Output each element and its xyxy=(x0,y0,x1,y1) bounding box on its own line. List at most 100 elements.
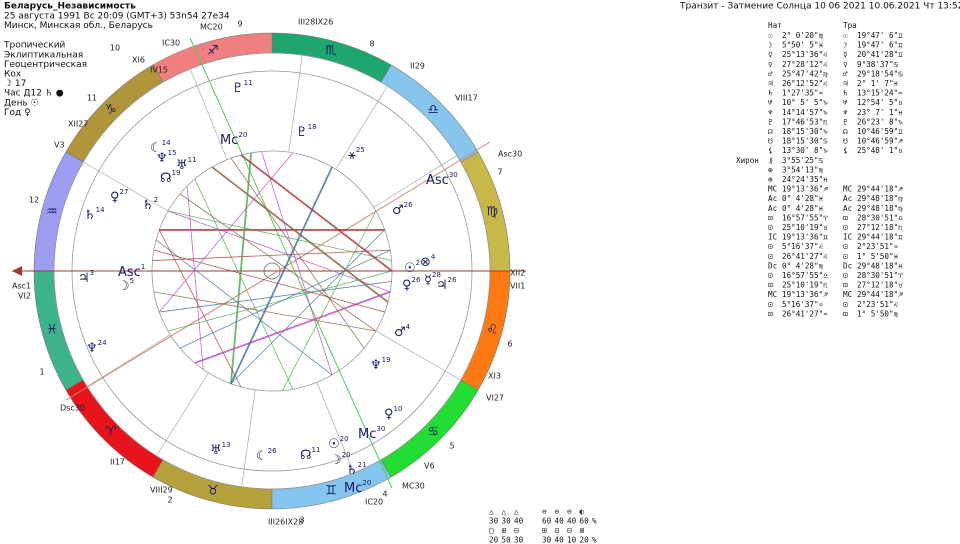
glyph: ⊗ xyxy=(768,165,773,174)
planet-degree: 26 xyxy=(268,447,277,455)
stat: ⊠ xyxy=(580,526,585,535)
planet-glyph: Mc xyxy=(220,133,238,148)
sign-glyph: ♑ xyxy=(105,102,117,117)
position: 3°55'25"♋ xyxy=(782,156,824,165)
planet-glyph: ♂ xyxy=(392,203,404,218)
planet-glyph: ♆ xyxy=(86,341,98,356)
planet: ☊19 xyxy=(160,169,180,186)
position: 2° 1' 7"♓ xyxy=(857,79,899,88)
house-number: 8 xyxy=(369,40,374,49)
cusp-label: XI3 xyxy=(488,372,501,381)
position: 28°30'51"♈ xyxy=(857,271,903,280)
aspect-line xyxy=(179,249,391,349)
cusp-label: MC30 xyxy=(402,482,425,491)
stat: 40 xyxy=(514,517,524,526)
position: 9°38'37"♋ xyxy=(857,60,899,69)
planet-degree: 1 xyxy=(141,263,145,271)
stat: 40 xyxy=(567,517,577,526)
stat: 60 xyxy=(542,517,552,526)
glyph: ♅ xyxy=(843,98,848,107)
position: 5°16'37"♌ xyxy=(782,242,824,251)
stat: ⊟ xyxy=(567,526,572,535)
position: 13°15'24"♒ xyxy=(857,89,903,98)
cusp-label: Asc30 xyxy=(498,150,522,159)
stat: □ xyxy=(489,526,494,535)
glyph: ♅ xyxy=(768,98,773,107)
glyph: ⊡ xyxy=(768,300,773,309)
planet-degree: 20 xyxy=(362,479,371,487)
planet-degree: 2 xyxy=(416,259,420,267)
cusp-line xyxy=(241,389,256,487)
aspect-line xyxy=(261,151,333,376)
planet-glyph: ♆ xyxy=(156,151,168,166)
stat: 60 xyxy=(580,517,590,526)
position: 19°47' 6"♊ xyxy=(857,31,903,40)
planet: ♅13 xyxy=(210,441,231,458)
sign-glyph: ♍ xyxy=(486,204,498,219)
planet: ♄21 xyxy=(346,461,367,478)
glyph: ♄ xyxy=(843,89,848,98)
cusp-line xyxy=(190,68,228,160)
cusp-label: VI27 xyxy=(486,394,504,403)
position: 23° 7' 1"♓ xyxy=(857,108,903,117)
stat: 50 xyxy=(502,536,512,544)
sign-glyph: ♈ xyxy=(105,425,117,440)
glyph: ☿ xyxy=(768,50,773,59)
position: 25°13'36"♌ xyxy=(782,50,828,59)
stat: ⊡ xyxy=(555,526,560,535)
house-number: 7 xyxy=(497,168,502,177)
header-line: 25 августа 1991 Вс 20:09 (GMT+3) 53n54 2… xyxy=(4,12,230,22)
cusp-label: V6 xyxy=(424,462,435,471)
planet-degree: 19 xyxy=(172,169,181,177)
glyph: MC xyxy=(768,185,777,194)
planet: Mc30 xyxy=(358,425,385,442)
position: 26°12'52"♌ xyxy=(782,79,828,88)
sign-glyph: ♊ xyxy=(325,484,337,499)
position: 25°10'19"♏ xyxy=(782,281,828,290)
planet-degree: 28 xyxy=(432,271,441,279)
cusp-label: Asc1 xyxy=(12,282,31,291)
aspect-line xyxy=(240,154,393,272)
house-number: 12 xyxy=(29,196,39,205)
planet-degree: 2 xyxy=(154,196,158,204)
planet-degree: 10 xyxy=(394,405,403,413)
cusp-label: MC20 xyxy=(200,23,223,32)
glyph: ☊ xyxy=(768,127,773,136)
asc2-axis xyxy=(65,141,491,401)
sign-glyph: ♓ xyxy=(46,323,58,338)
cusp-label: XII27 xyxy=(68,120,88,129)
glyph: Dc xyxy=(768,261,777,270)
planet-glyph: ☾ xyxy=(150,141,162,156)
position: 25°47'42"♍ xyxy=(782,69,828,78)
stat: 30 xyxy=(542,536,552,544)
house-number: 9 xyxy=(237,20,242,29)
stat: ⊖ xyxy=(567,507,572,516)
glyph: ☉ xyxy=(843,31,848,40)
stat: ⊞ xyxy=(502,526,507,535)
aspect-line xyxy=(158,229,242,388)
stat: ⊞ xyxy=(542,526,547,535)
planet: ☾26 xyxy=(256,447,277,464)
glyph: ☋ xyxy=(843,137,848,146)
header-line: ☽ 17 xyxy=(4,79,26,89)
glyph: ♃ xyxy=(768,79,773,88)
position: 26°23' 8"♑ xyxy=(857,117,903,126)
position: 5°16'37"♒ xyxy=(782,300,824,309)
planet-degree: 4 xyxy=(431,253,436,261)
planet: ☽20 xyxy=(330,451,351,468)
aspect-line xyxy=(158,152,294,313)
glyph: ♇ xyxy=(768,117,773,126)
planet: ♄14 xyxy=(84,206,105,223)
position: 13°30' 8"♑ xyxy=(782,146,828,155)
aspect-line xyxy=(167,210,391,293)
cusp-line xyxy=(375,330,461,381)
position: 0° 4'28"♓ xyxy=(782,194,824,203)
natal-head: Нат xyxy=(768,21,782,30)
planet: ☉2 xyxy=(404,259,420,276)
glyph: MC xyxy=(768,290,777,299)
cusp-label: Dsc30 xyxy=(60,404,85,413)
planet: ☿28 xyxy=(424,271,441,288)
planet-degree: 27 xyxy=(120,188,129,196)
glyph: ⊡ xyxy=(843,281,848,290)
planet-degree: 13 xyxy=(222,441,231,449)
